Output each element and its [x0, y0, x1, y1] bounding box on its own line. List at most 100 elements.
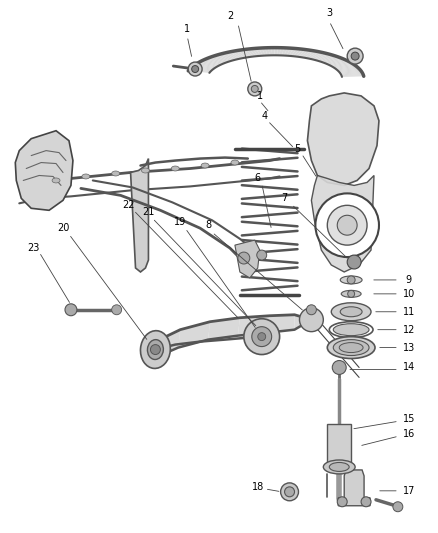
Polygon shape [256, 48, 263, 56]
Polygon shape [291, 49, 300, 56]
Text: 22: 22 [122, 200, 135, 211]
Text: 9: 9 [406, 275, 412, 285]
Polygon shape [338, 470, 370, 506]
Polygon shape [324, 58, 342, 63]
Polygon shape [232, 51, 244, 58]
Polygon shape [214, 55, 231, 61]
Polygon shape [282, 48, 287, 55]
Polygon shape [341, 73, 363, 75]
Circle shape [252, 327, 272, 346]
Ellipse shape [333, 340, 369, 356]
Polygon shape [208, 318, 240, 340]
Polygon shape [240, 50, 251, 57]
Polygon shape [155, 330, 180, 358]
Circle shape [332, 360, 346, 375]
Polygon shape [250, 49, 258, 56]
Polygon shape [327, 424, 351, 469]
Circle shape [257, 250, 267, 260]
Polygon shape [313, 53, 328, 60]
Ellipse shape [148, 340, 163, 359]
Text: 16: 16 [403, 429, 415, 439]
Text: 1: 1 [184, 24, 190, 34]
Polygon shape [189, 69, 211, 72]
Polygon shape [334, 63, 354, 68]
Polygon shape [311, 175, 374, 272]
Polygon shape [302, 51, 314, 58]
Polygon shape [210, 56, 227, 63]
Ellipse shape [340, 307, 362, 317]
Polygon shape [298, 50, 308, 57]
Polygon shape [208, 58, 226, 63]
Circle shape [347, 255, 361, 269]
Polygon shape [296, 49, 306, 56]
Polygon shape [226, 52, 240, 59]
Polygon shape [268, 315, 294, 333]
Polygon shape [322, 56, 339, 63]
Ellipse shape [141, 168, 149, 173]
Polygon shape [307, 93, 379, 185]
Polygon shape [294, 315, 311, 330]
Text: 8: 8 [205, 220, 211, 230]
Polygon shape [265, 48, 270, 55]
Polygon shape [235, 240, 260, 278]
Circle shape [112, 305, 122, 315]
Circle shape [258, 333, 266, 341]
Circle shape [393, 502, 403, 512]
Text: 12: 12 [403, 325, 415, 335]
Polygon shape [272, 47, 275, 55]
Polygon shape [222, 53, 237, 60]
Text: 11: 11 [403, 307, 415, 317]
Ellipse shape [329, 463, 349, 471]
Circle shape [327, 205, 367, 245]
Ellipse shape [340, 276, 362, 284]
Polygon shape [262, 48, 268, 55]
Text: 17: 17 [403, 486, 415, 496]
Ellipse shape [231, 160, 239, 165]
Circle shape [251, 85, 258, 92]
Ellipse shape [82, 174, 90, 179]
Ellipse shape [112, 171, 120, 176]
Ellipse shape [323, 460, 355, 474]
Polygon shape [247, 49, 256, 56]
Text: 3: 3 [326, 9, 332, 18]
Polygon shape [224, 53, 238, 60]
Polygon shape [275, 47, 278, 55]
Text: 13: 13 [403, 343, 415, 352]
Polygon shape [307, 51, 320, 59]
Text: 14: 14 [403, 362, 415, 373]
Circle shape [347, 48, 363, 64]
Polygon shape [238, 316, 270, 336]
Ellipse shape [341, 290, 361, 297]
Polygon shape [194, 64, 215, 69]
Polygon shape [341, 74, 364, 76]
Ellipse shape [141, 330, 170, 368]
Circle shape [285, 487, 294, 497]
Polygon shape [317, 54, 332, 61]
Circle shape [65, 304, 77, 316]
Polygon shape [286, 48, 293, 56]
Polygon shape [205, 58, 224, 64]
Polygon shape [191, 67, 212, 70]
Ellipse shape [327, 337, 375, 359]
Circle shape [248, 82, 262, 96]
Text: 21: 21 [142, 207, 155, 217]
Polygon shape [304, 51, 317, 58]
Polygon shape [198, 62, 218, 67]
Circle shape [192, 66, 198, 72]
Polygon shape [309, 52, 322, 59]
Polygon shape [284, 48, 290, 55]
Circle shape [348, 290, 355, 297]
Polygon shape [188, 70, 210, 73]
Polygon shape [338, 68, 359, 71]
Text: 1: 1 [257, 91, 263, 101]
Ellipse shape [171, 166, 179, 171]
Text: 20: 20 [57, 223, 69, 233]
Polygon shape [318, 55, 335, 61]
Circle shape [337, 215, 357, 235]
Circle shape [281, 483, 298, 501]
Text: 10: 10 [403, 289, 415, 299]
Polygon shape [337, 67, 358, 70]
Polygon shape [300, 50, 311, 58]
Polygon shape [311, 53, 325, 60]
Ellipse shape [333, 324, 369, 336]
